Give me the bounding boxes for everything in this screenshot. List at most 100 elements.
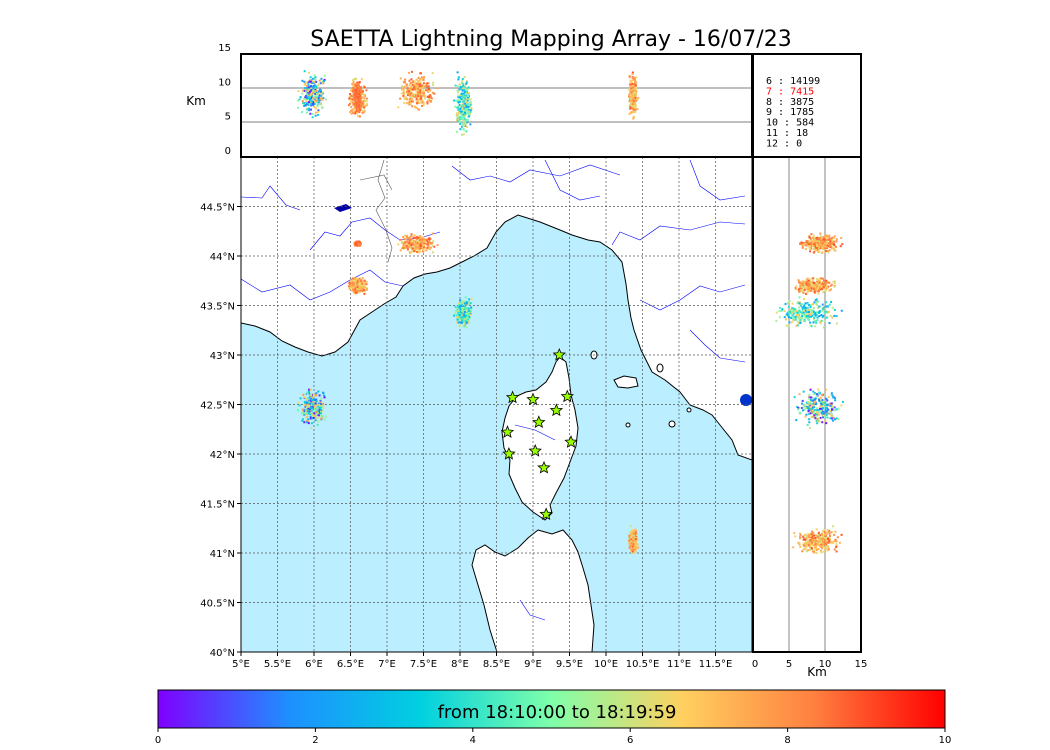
lightning-source-side [819,277,822,280]
lightning-source-side [833,308,836,311]
lightning-source-side [825,531,828,534]
lightning-source-side [821,410,824,413]
lightning-source-side [799,533,802,536]
lightning-source-side [807,240,810,243]
lightning-source-altitude [357,106,360,109]
lightning-source-side [801,315,804,318]
lightning-source-altitude [357,83,360,86]
lightning-source-altitude [408,87,411,90]
lightning-source-altitude [426,99,429,102]
lightning-source [312,414,315,417]
lightning-source-side [809,408,812,411]
lightning-source [461,319,464,322]
lightning-source-altitude [630,107,633,110]
lightning-source-altitude [410,94,413,97]
lightning-source-side [826,240,829,243]
lightning-source [408,242,411,245]
lightning-source [310,406,313,409]
lightning-source-side [795,285,798,288]
lightning-source-side [825,544,828,547]
lightning-source [401,240,404,243]
lightning-source-side [808,395,811,398]
lightning-source-side [808,246,811,249]
lightning-source-altitude [315,97,318,100]
lightning-source [634,540,637,543]
lightning-source-side [811,407,814,410]
lightning-source-side [799,319,802,322]
lightning-source-altitude [409,82,412,85]
lightning-source-altitude [355,105,358,108]
lightning-source-side [805,239,808,242]
map-y-tick-label: 41.5°N [200,500,235,511]
lightning-source-altitude [632,110,635,113]
lightning-source-side [809,305,812,308]
lightning-source-side [799,303,802,306]
lightning-source-side [796,324,799,327]
lightning-source-side [820,285,823,288]
lightning-source [629,531,632,534]
lightning-source-side [817,413,820,416]
lightning-source-altitude [416,85,419,88]
lightning-source-side [825,397,828,400]
lightning-source-side [816,250,819,253]
lightning-source [414,242,417,245]
lightning-source-side [825,404,828,407]
lightning-source-side [810,548,813,551]
lightning-source-altitude [410,86,413,89]
lightning-source [307,397,310,400]
lightning-source-altitude [321,91,324,94]
map-x-tick-label: 6.5°E [337,659,364,670]
lightning-source-altitude [634,84,637,87]
lightning-source-altitude [308,90,311,93]
lightning-source-side [799,311,802,314]
lightning-source-side [830,394,833,397]
lightning-source [402,235,405,238]
lightning-source-side [799,532,802,535]
lightning-source-altitude [458,120,461,123]
lightning-source [633,548,636,551]
lightning-source [402,243,405,246]
lightning-source-altitude [348,95,351,98]
lightning-source-side [816,290,819,293]
lightning-source-altitude [632,108,635,111]
lightning-source [312,416,315,419]
lightning-source-altitude [457,96,460,99]
lightning-source-side [791,308,794,311]
lightning-source-altitude [413,88,416,91]
island [668,420,676,428]
lightning-source [423,240,426,243]
lightning-source-altitude [306,88,309,91]
lightning-source-altitude [307,96,310,99]
colorbar-bar [157,689,946,729]
lightning-source-side [807,408,810,411]
lightning-source-side [818,239,821,242]
lightning-source-altitude [630,98,633,101]
lightning-source [417,236,420,239]
lightning-source-altitude [428,98,431,101]
lightning-source-side [816,277,819,280]
lightning-source-side [778,310,781,313]
lightning-source [409,245,412,248]
lightning-source [418,237,421,240]
lightning-source-side [806,536,809,539]
count-frame [752,53,862,158]
lightning-source-side [809,548,812,551]
lightning-source-side [791,310,794,313]
lightning-source-altitude [632,78,635,81]
lightning-source-altitude [411,105,414,108]
lightning-source [426,243,429,246]
lightning-source [410,244,413,247]
lightning-source-side [807,549,810,552]
lightning-source-side [812,234,815,237]
lightning-source-side [826,412,829,415]
lightning-source-side [833,249,836,252]
lightning-source-side [831,394,834,397]
lightning-source-altitude [415,101,418,104]
station-count-row: 11 : 18 [766,128,808,139]
lightning-source-altitude [464,120,467,123]
lightning-source-side [809,535,812,538]
lightning-source-side [818,279,821,282]
lightning-source-side [805,309,808,312]
lightning-source [399,249,402,252]
lightning-source [308,405,311,408]
